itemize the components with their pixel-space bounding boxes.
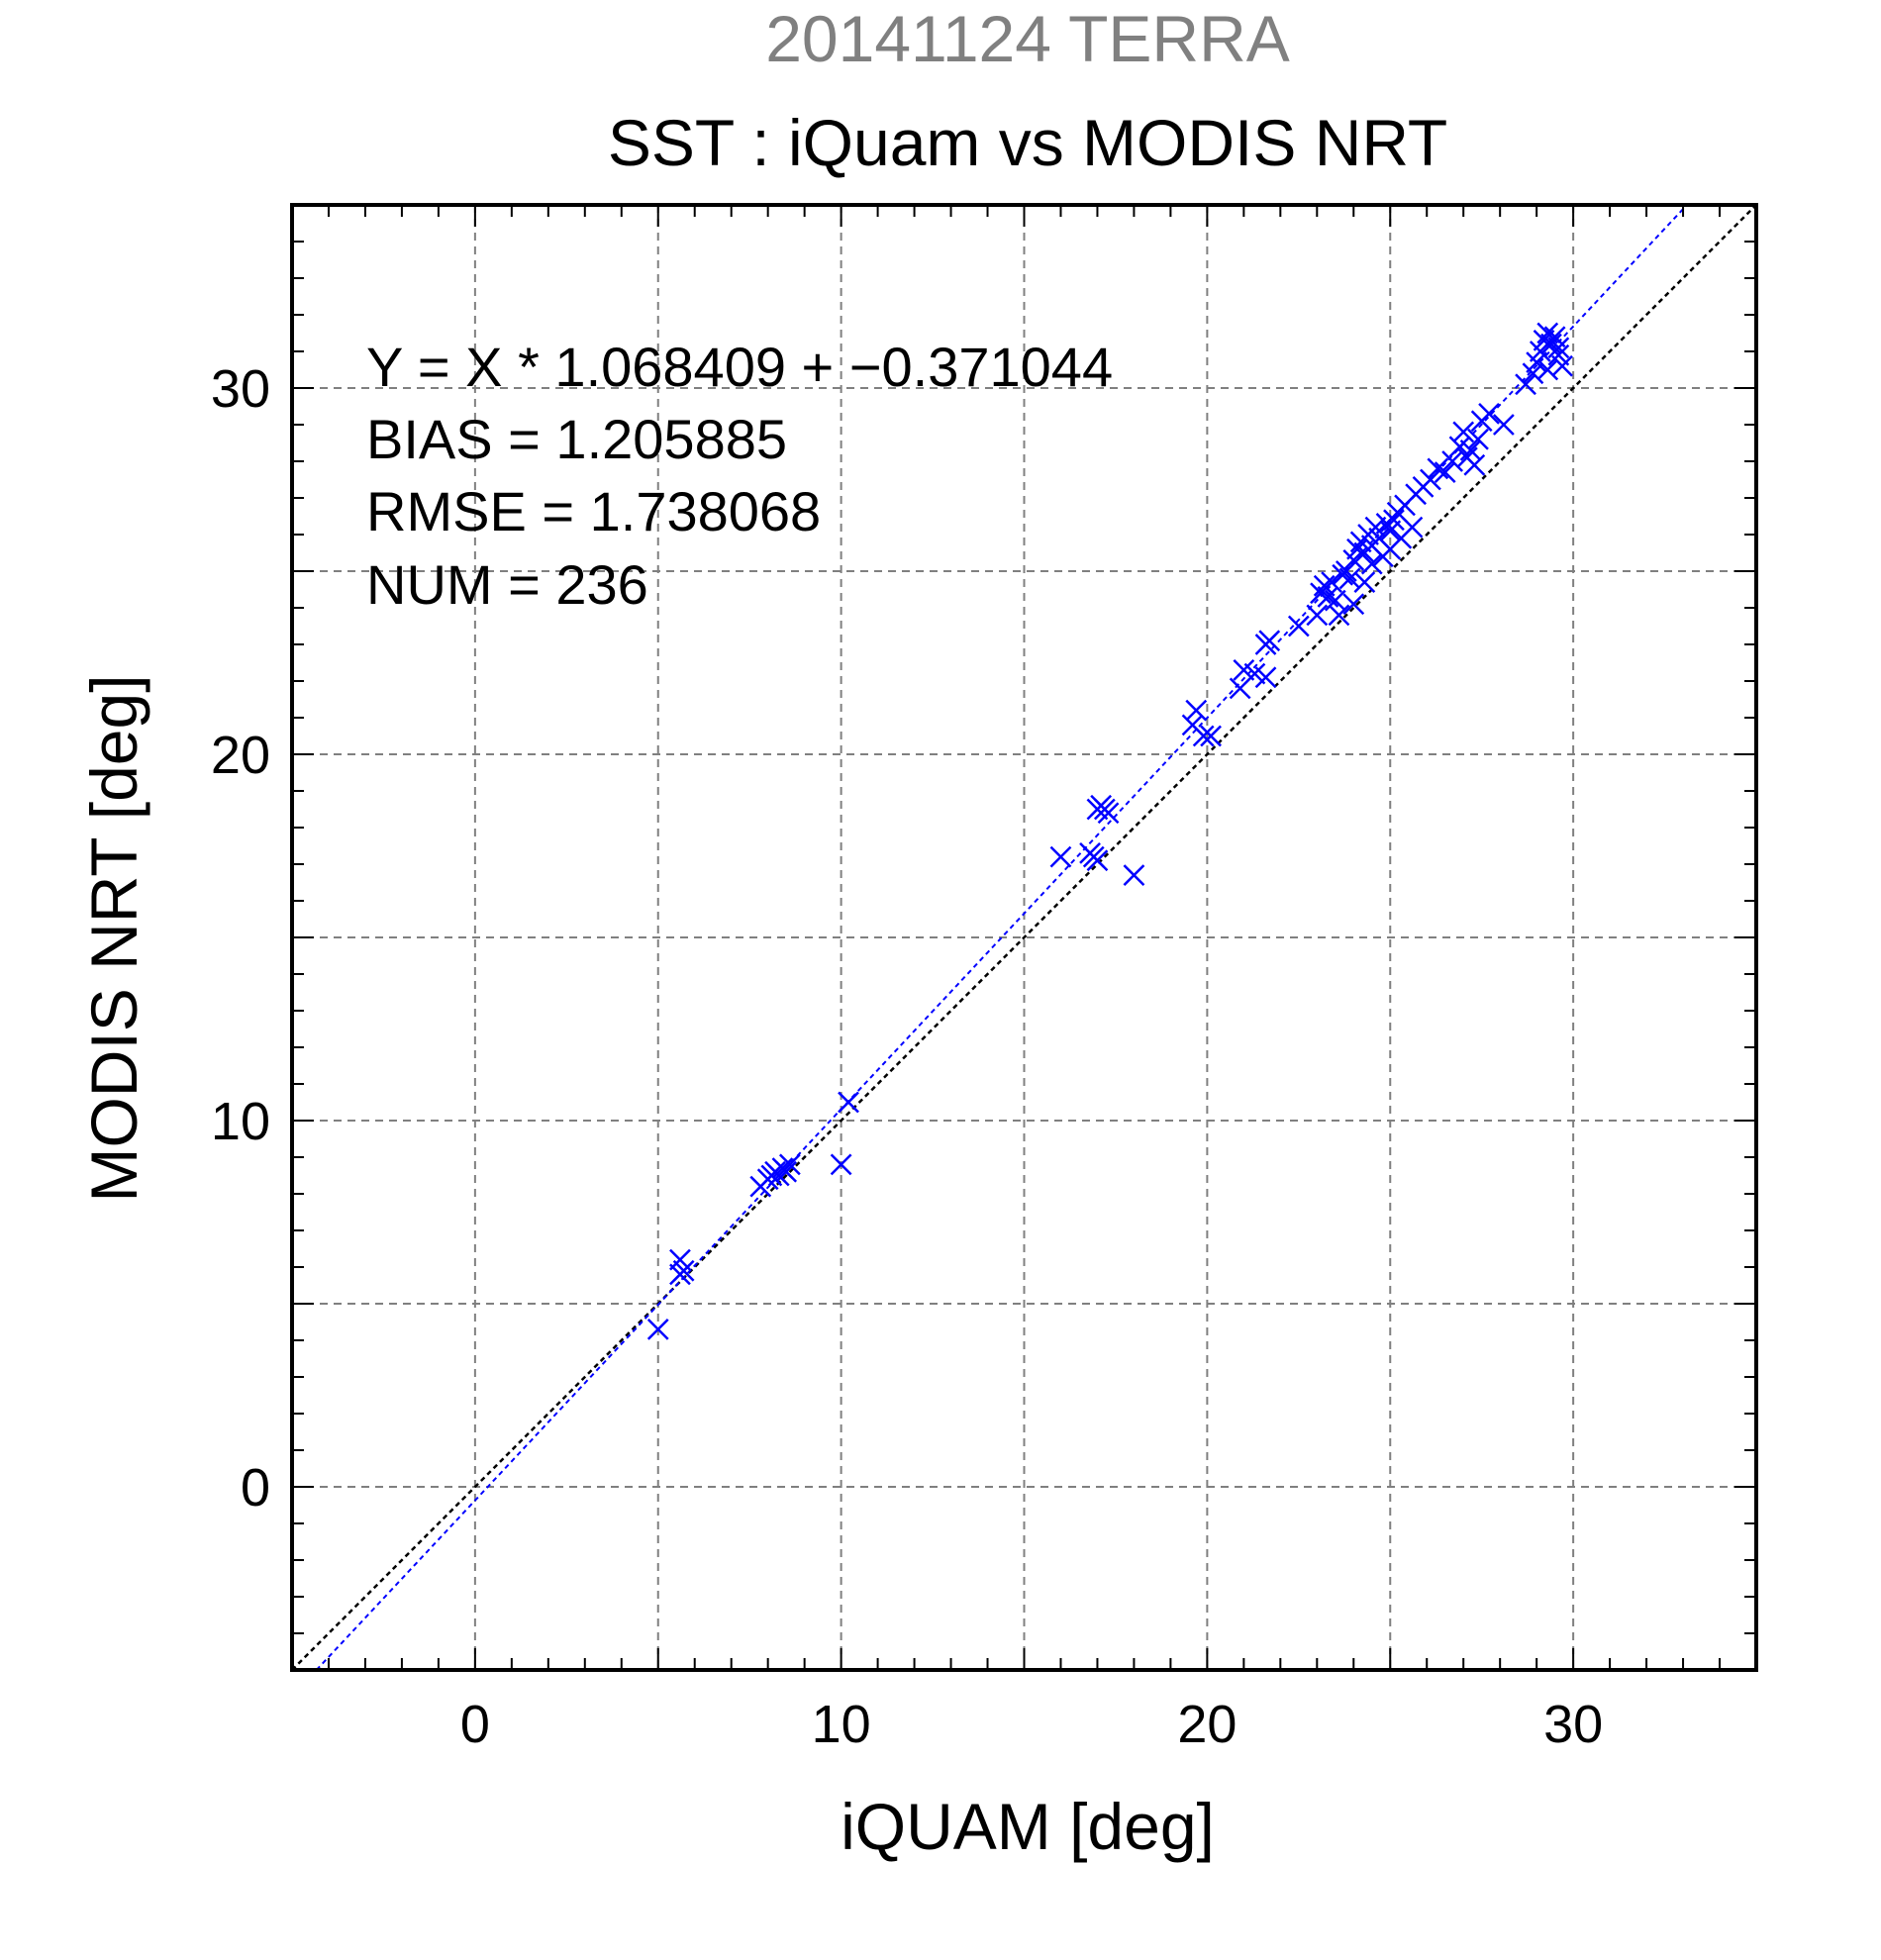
data-point <box>646 1319 669 1340</box>
x-axis-label: iQUAM [deg] <box>841 1790 1215 1863</box>
data-point <box>767 1164 790 1187</box>
data-point <box>1123 864 1145 886</box>
data-point <box>1463 453 1486 476</box>
data-point <box>1321 571 1342 593</box>
data-point <box>1200 725 1222 747</box>
num-text: NUM = 236 <box>366 553 648 616</box>
data-point <box>1452 421 1475 443</box>
data-points <box>646 322 1573 1340</box>
data-point <box>1328 604 1350 627</box>
data-point <box>775 1160 798 1183</box>
rmse-text: RMSE = 1.738068 <box>366 480 821 542</box>
y-tick-label: 0 <box>241 1458 270 1518</box>
stats-annotation: Y = X * 1.068409 + −0.371044 BIAS = 1.20… <box>366 336 1113 616</box>
chart-supertitle: 20141124 TERRA <box>765 2 1290 75</box>
data-point <box>1420 468 1441 491</box>
data-point <box>1342 593 1365 616</box>
data-point <box>1049 845 1072 868</box>
data-point <box>1547 337 1570 359</box>
data-point <box>1401 516 1424 539</box>
data-point <box>830 1153 852 1176</box>
data-point <box>1192 725 1215 747</box>
identity-line <box>292 205 1756 1670</box>
y-tick-label: 20 <box>211 726 270 785</box>
data-point <box>1258 630 1281 652</box>
data-point <box>1353 571 1376 593</box>
data-point <box>1287 615 1310 637</box>
data-point <box>1338 567 1361 590</box>
data-point <box>1306 604 1329 627</box>
data-point <box>1383 509 1405 532</box>
data-point <box>1335 560 1357 582</box>
data-point <box>1459 440 1482 461</box>
y-tick-label: 10 <box>211 1092 270 1151</box>
data-point <box>838 1091 859 1114</box>
bias-text: BIAS = 1.205885 <box>366 408 787 470</box>
data-point <box>1515 373 1536 396</box>
data-point <box>1467 428 1489 450</box>
data-point <box>1540 333 1562 355</box>
data-point <box>1492 414 1515 436</box>
x-tick-label: 20 <box>1177 1695 1237 1754</box>
data-point <box>1551 354 1573 377</box>
y-axis-label: MODIS NRT [deg] <box>77 674 150 1202</box>
grid-lines <box>292 205 1756 1670</box>
data-point <box>1097 802 1120 825</box>
data-point <box>1427 457 1449 480</box>
x-tick-label: 30 <box>1543 1695 1603 1754</box>
plot-frame <box>290 203 1758 1672</box>
x-tick-label: 0 <box>460 1695 490 1754</box>
y-tick-label: 30 <box>211 359 270 419</box>
data-point <box>1086 849 1109 872</box>
x-tick-label: 10 <box>812 1695 871 1754</box>
data-point <box>1441 450 1463 472</box>
data-point <box>1317 586 1339 608</box>
data-point <box>1434 461 1456 483</box>
data-point <box>1536 358 1559 381</box>
data-point <box>1185 699 1208 722</box>
chart-title: SST : iQuam vs MODIS NRT <box>608 106 1447 179</box>
reference-lines <box>292 205 1756 1670</box>
data-point <box>672 1259 695 1282</box>
data-point <box>1360 552 1383 575</box>
regression-line <box>315 205 1689 1670</box>
data-point <box>1478 403 1500 425</box>
data-point <box>1324 589 1346 612</box>
data-point <box>1254 666 1277 689</box>
fit-equation-text: Y = X * 1.068409 + −0.371044 <box>366 336 1113 398</box>
tick-labels: 0 0 10 10 20 20 30 30 <box>211 359 1603 1754</box>
